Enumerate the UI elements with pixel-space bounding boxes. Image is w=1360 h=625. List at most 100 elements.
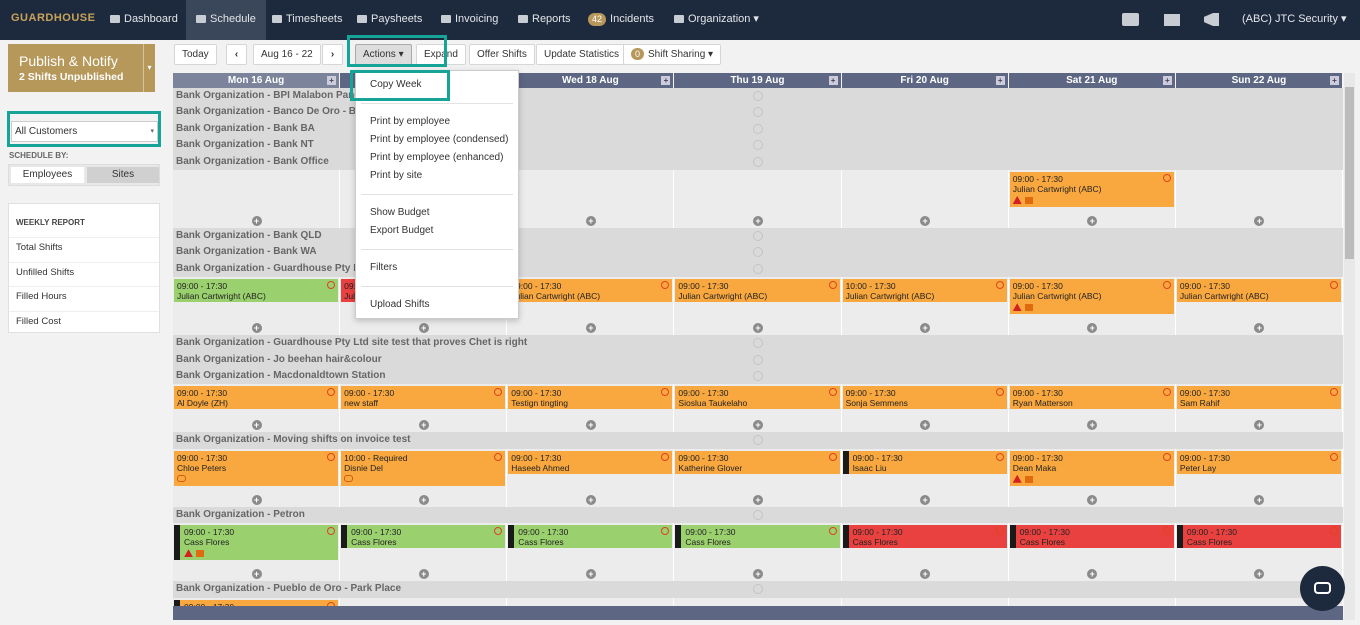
add-shift-button[interactable]: + xyxy=(251,569,262,580)
shift-card[interactable]: 09:00 - 17:30 new staff xyxy=(341,386,506,410)
nav-item[interactable]: Reports xyxy=(518,0,571,40)
add-day-button[interactable]: + xyxy=(828,76,838,85)
report-item[interactable]: Filled Cost xyxy=(9,310,159,335)
shift-card[interactable]: 09:00 - 17:30 Al Doyle (ZH) xyxy=(174,386,339,410)
shift-card[interactable]: 09:00 - 17:30 Cass Flores xyxy=(508,525,673,549)
add-shift-button[interactable]: + xyxy=(920,420,931,431)
shift-card[interactable]: 09:00 - 17:30 Ryan Matterson xyxy=(1009,386,1174,410)
menu-item[interactable]: Print by employee (condensed) xyxy=(370,134,509,145)
next-button[interactable]: › xyxy=(322,44,343,65)
add-day-button[interactable]: + xyxy=(327,76,337,85)
shift-sharing-button[interactable]: 0 Shift Sharing ▾ xyxy=(623,44,722,65)
shift-card[interactable]: 09:00 - 17:30 Sioslua Taukelaho xyxy=(675,386,840,410)
nav-item[interactable]: Invoicing xyxy=(441,0,498,40)
shift-card[interactable]: 10:00 - 17:30 Julian Cartwright (ABC) xyxy=(842,279,1007,303)
mail-icon[interactable] xyxy=(1164,14,1180,26)
nav-item[interactable]: Timesheets xyxy=(272,0,342,40)
shift-card[interactable]: 09:00 - 17:30 Isaac Liu xyxy=(842,450,1007,474)
nav-item[interactable]: 42 Incidents xyxy=(588,0,654,40)
chat-button[interactable] xyxy=(1300,566,1345,611)
shift-card[interactable]: 09:00 - 17:30 Cass Flores xyxy=(174,525,339,561)
menu-item[interactable]: Copy Week xyxy=(370,79,422,90)
menu-item[interactable]: Print by employee (enhanced) xyxy=(370,152,504,163)
add-shift-button[interactable]: + xyxy=(753,216,763,226)
shift-card[interactable]: 09:00 - 17:30 Cass Flores xyxy=(1176,525,1341,549)
report-item[interactable]: Total Shifts xyxy=(9,237,159,261)
add-shift-button[interactable]: + xyxy=(585,420,596,431)
announce-icon[interactable] xyxy=(1204,13,1219,26)
shift-card[interactable]: 10:00 - Required Disnie Del xyxy=(341,450,506,486)
add-day-button[interactable]: + xyxy=(995,76,1005,85)
shift-card[interactable]: 09:00 - 17:30 Katherine Glover xyxy=(675,450,840,474)
shift-card[interactable]: 09:00 - 17:30 Peter Lay xyxy=(1176,450,1341,474)
site-add-icon[interactable] xyxy=(753,354,763,365)
menu-item[interactable]: Filters xyxy=(370,262,398,273)
today-button[interactable]: Today xyxy=(174,44,217,65)
add-shift-button[interactable]: + xyxy=(418,420,429,431)
publish-button[interactable]: Publish & Notify 2 Shifts Unpublished ▾ xyxy=(8,44,155,92)
prev-button[interactable]: ‹ xyxy=(226,44,247,65)
add-shift-button[interactable]: + xyxy=(753,494,763,505)
add-day-button[interactable]: + xyxy=(661,76,671,85)
site-add-icon[interactable] xyxy=(753,338,763,349)
add-shift-button[interactable]: + xyxy=(1254,323,1265,334)
menu-item[interactable]: Print by employee xyxy=(370,116,451,127)
shift-card[interactable]: 09:00 - 17:30 Cass Flores xyxy=(842,525,1007,549)
add-shift-button[interactable]: + xyxy=(1254,494,1265,505)
add-shift-button[interactable]: + xyxy=(753,569,763,580)
add-shift-button[interactable]: + xyxy=(1254,569,1265,580)
add-shift-button[interactable]: + xyxy=(1254,420,1265,431)
site-add-icon[interactable] xyxy=(753,123,763,134)
shift-card[interactable]: 09:00 - 17:30 Dean Maka xyxy=(1009,450,1174,486)
shift-card[interactable]: 09:00 - 17:30 Sonja Semmens xyxy=(842,386,1007,410)
date-range[interactable]: Aug 16 - 22 xyxy=(253,44,321,65)
site-add-icon[interactable] xyxy=(753,584,763,595)
menu-item[interactable]: Show Budget xyxy=(370,207,430,218)
add-day-button[interactable]: + xyxy=(1329,76,1339,85)
site-add-icon[interactable] xyxy=(753,435,763,446)
add-shift-button[interactable]: + xyxy=(1087,323,1098,334)
shift-card[interactable]: 09:00 - 17:30 Cass Flores xyxy=(341,525,506,549)
account-menu[interactable]: (ABC) JTC Security ▾ xyxy=(1242,13,1347,25)
report-item[interactable]: Filled Hours xyxy=(9,286,159,310)
add-shift-button[interactable]: + xyxy=(1087,569,1098,580)
add-shift-button[interactable]: + xyxy=(251,420,262,431)
site-add-icon[interactable] xyxy=(753,107,763,118)
add-shift-button[interactable]: + xyxy=(418,569,429,580)
shift-card[interactable]: 09:00 - 17:30 Cass Flores xyxy=(1009,525,1174,549)
add-shift-button[interactable]: + xyxy=(920,323,931,334)
shift-card[interactable]: 09:00 - 17:30 xyxy=(174,599,339,606)
site-add-icon[interactable] xyxy=(753,91,763,101)
update-statistics-button[interactable]: Update Statistics xyxy=(536,44,628,65)
shift-card[interactable]: 09:00 - 17:30 Chloe Peters xyxy=(174,450,339,486)
add-shift-button[interactable]: + xyxy=(920,216,931,226)
logo[interactable]: GUARDHOUSE xyxy=(11,12,96,24)
nav-item[interactable]: Dashboard xyxy=(110,0,178,40)
nav-item[interactable]: Paysheets xyxy=(357,0,422,40)
add-shift-button[interactable]: + xyxy=(1087,494,1098,505)
add-shift-button[interactable]: + xyxy=(753,420,763,431)
site-add-icon[interactable] xyxy=(753,263,763,274)
nav-item[interactable]: Schedule xyxy=(186,0,266,40)
add-shift-button[interactable]: + xyxy=(251,216,262,226)
shift-card[interactable]: 09:00 - 17:30 Haseeb Ahmed xyxy=(508,450,673,474)
add-shift-button[interactable]: + xyxy=(920,569,931,580)
offer-shifts-button[interactable]: Offer Shifts xyxy=(469,44,535,65)
add-shift-button[interactable]: + xyxy=(753,323,763,334)
menu-item[interactable]: Export Budget xyxy=(370,225,434,236)
nav-item[interactable]: Organization ▾ xyxy=(674,0,759,40)
report-item[interactable]: Unfilled Shifts xyxy=(9,261,159,286)
menu-item[interactable]: Upload Shifts xyxy=(370,299,430,310)
add-shift-button[interactable]: + xyxy=(585,494,596,505)
add-shift-button[interactable]: + xyxy=(585,323,596,334)
site-add-icon[interactable] xyxy=(753,509,763,520)
toggle-sites[interactable]: Sites xyxy=(87,167,159,183)
add-day-button[interactable]: + xyxy=(1162,76,1172,85)
add-shift-button[interactable]: + xyxy=(251,323,262,334)
site-add-icon[interactable] xyxy=(753,231,763,241)
